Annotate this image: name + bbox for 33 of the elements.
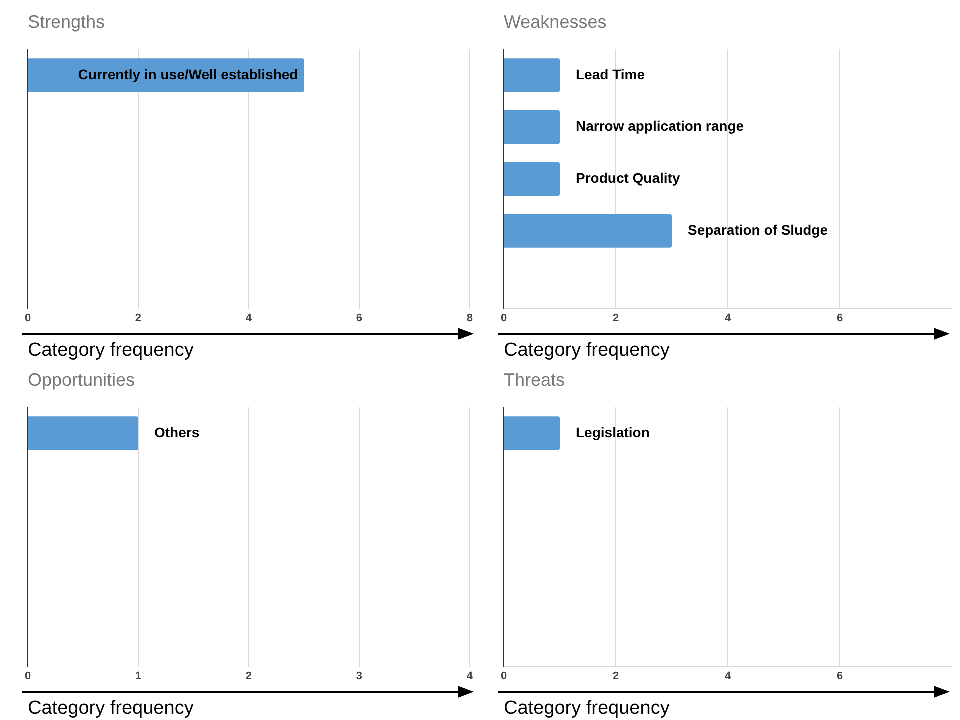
x-tick-label: 4 [246,312,253,324]
chart-title: Weaknesses [504,12,607,32]
x-tick-label: 6 [356,312,363,324]
x-tick-label: 0 [24,670,32,682]
category-label: Lead Time [576,66,645,82]
x-axis-title: Category frequency [504,340,671,362]
x-tick-label: 0 [500,670,508,682]
y-tick-label: Currently in use/Well established [78,66,298,82]
x-tick-label: 6 [836,312,844,324]
x-tick-label: 2 [612,312,620,324]
category-label: Product Quality [576,170,680,186]
x-tick-label: 6 [836,670,844,682]
x-tick-label: 4 [724,312,732,324]
x-axis-title: Category frequency [28,698,195,720]
x-tick-label: 2 [246,670,252,682]
x-axis-title: Category frequency [28,340,195,362]
x-tick-label: 4 [466,670,474,682]
x-tick-label: 0 [24,312,32,324]
x-tick-label: 2 [135,312,142,324]
category-label: Narrow application range [576,118,744,134]
x-tick-label: 2 [612,670,620,682]
x-tick-label: 3 [356,670,363,682]
chart-title: Opportunities [28,370,136,390]
chart-title: Strengths [28,12,106,32]
category-label: Separation of Sludge [688,222,828,238]
x-tick-label: 0 [500,312,508,324]
y-tick-label: Others [154,424,200,440]
x-tick-label: 8 [466,312,474,324]
x-tick-label: 4 [724,670,732,682]
x-tick-label: 1 [135,670,142,682]
chart-title: Threats [504,370,566,390]
x-axis-title: Category frequency [504,698,671,720]
y-tick-label: Legislation [576,424,650,440]
